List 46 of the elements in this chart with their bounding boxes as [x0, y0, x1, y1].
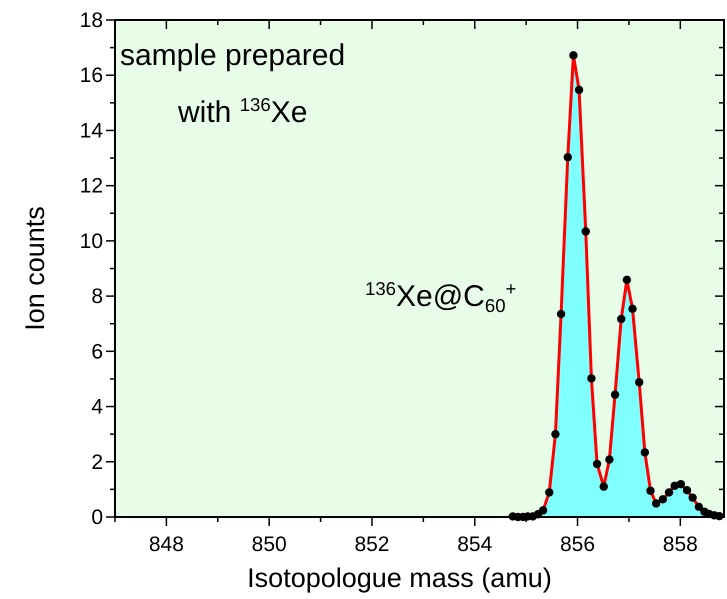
point	[551, 430, 560, 438]
y-tick-label: 16	[80, 64, 103, 88]
y-axis-title: Ion counts	[20, 206, 50, 331]
point	[640, 448, 650, 457]
point	[569, 51, 578, 60]
point	[545, 488, 554, 497]
point	[592, 460, 602, 468]
x-tick-label: 854	[457, 533, 493, 556]
y-tick-label: 12	[80, 174, 103, 198]
point	[610, 390, 620, 399]
point	[664, 488, 674, 497]
x-tick-label: 856	[560, 533, 596, 556]
point	[652, 499, 660, 508]
point	[587, 374, 596, 383]
point	[538, 506, 548, 515]
point	[646, 486, 655, 495]
x-tick-label: 858	[662, 533, 698, 556]
y-tick-label: 0	[91, 506, 103, 529]
point	[605, 455, 614, 464]
point	[600, 482, 608, 491]
y-tick-label: 14	[80, 119, 104, 142]
point	[694, 502, 704, 511]
annotation: with $^{136}$Xe	[177, 94, 308, 129]
x-axis-title: Isotopologue mass (amu)	[247, 563, 552, 593]
y-tick-label: 8	[91, 285, 103, 308]
point	[682, 486, 692, 494]
x-tick-label: 852	[354, 533, 390, 556]
point	[676, 480, 686, 488]
y-tick-label: 6	[91, 340, 103, 364]
point	[617, 314, 626, 324]
point	[556, 310, 566, 318]
point	[582, 227, 590, 236]
point	[688, 493, 697, 502]
y-tick-label: 2	[91, 450, 103, 474]
point	[628, 304, 637, 314]
annotation: sample prepared	[120, 39, 346, 72]
y-tick-label: 4	[91, 396, 104, 419]
point	[564, 153, 572, 162]
x-tick-label: 848	[148, 533, 184, 556]
x-tick-label: 850	[252, 533, 287, 556]
y-tick-label: 10	[80, 230, 103, 253]
y-tick-label: 18	[80, 9, 103, 32]
point	[635, 378, 644, 386]
point	[574, 86, 584, 94]
point	[622, 276, 632, 284]
point	[658, 495, 668, 504]
